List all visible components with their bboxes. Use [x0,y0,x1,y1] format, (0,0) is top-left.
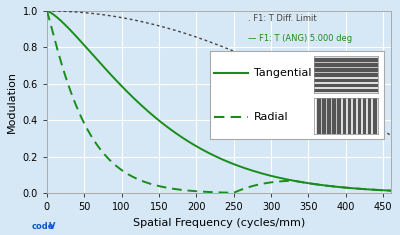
X-axis label: Spatial Frequency (cycles/mm): Spatial Frequency (cycles/mm) [132,218,305,228]
Text: — F1: T (ANG) 5.000 deg: — F1: T (ANG) 5.000 deg [248,34,352,43]
Text: - F1: R (ANG) 5.000 deg: - F1: R (ANG) 5.000 deg [248,54,348,63]
Text: . F1: T Diff. Limit: . F1: T Diff. Limit [248,14,316,23]
Text: code: code [32,223,54,231]
Text: V: V [49,223,55,231]
Y-axis label: Modulation: Modulation [7,71,17,133]
